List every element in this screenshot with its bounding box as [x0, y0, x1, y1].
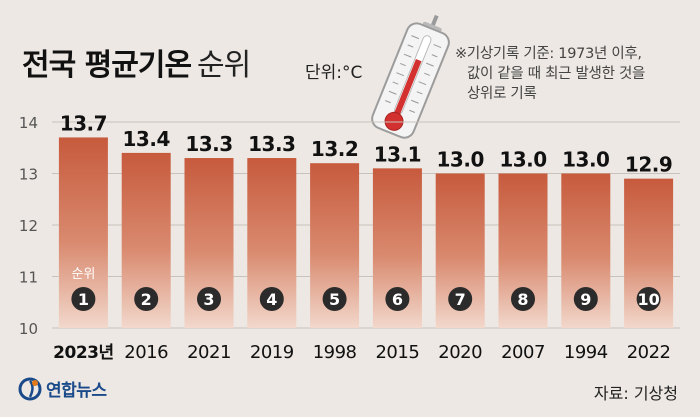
x-tick-label: 2019 [250, 342, 294, 363]
rank-number: 3 [203, 290, 214, 309]
data-label: 13.4 [123, 127, 170, 151]
rank-badge [573, 287, 598, 311]
rank-badge [511, 287, 535, 311]
unit-label: 단위:°C [305, 63, 363, 83]
x-tick-label: 2015 [375, 342, 419, 363]
x-tick-label: 2023년 [53, 343, 113, 363]
data-label: 13.3 [248, 132, 295, 156]
rank-number: 2 [141, 290, 152, 309]
logo-icon [18, 377, 42, 400]
x-tick-label: 2021 [187, 342, 231, 363]
y-tick-label: 11 [19, 269, 38, 287]
rank-badge [71, 287, 96, 311]
x-tick-label: 1998 [313, 342, 357, 363]
rank-badge [636, 287, 661, 311]
logo: 연합뉴스 [18, 376, 107, 401]
data-label: 13.0 [499, 148, 546, 172]
y-tick-label: 13 [19, 166, 38, 184]
rank-number: 4 [266, 290, 277, 309]
title-suffix: 순위 [197, 48, 251, 83]
rank-badge [259, 287, 284, 311]
rank-badge [385, 287, 410, 311]
data-label: 13.2 [311, 137, 358, 161]
rank-badge [197, 287, 221, 311]
footnote-line-1: ※기상기록 기준: 1973년 이후, [455, 46, 642, 62]
data-label: 13.7 [60, 111, 107, 135]
data-label: 13.1 [374, 142, 421, 166]
x-tick-label: 2020 [438, 342, 482, 363]
data-label: 13.0 [562, 148, 609, 172]
y-tick-label: 10 [19, 320, 38, 338]
y-tick-label: 12 [19, 217, 38, 235]
rank-number: 7 [455, 290, 466, 309]
rank-number: 5 [329, 290, 340, 309]
rank-number: 9 [580, 290, 591, 309]
rank-badge [322, 287, 347, 311]
x-tick-label: 1994 [564, 342, 608, 363]
y-tick-label: 14 [19, 114, 38, 132]
rank-label: 순위 [71, 267, 95, 282]
rank-number: 1 [78, 290, 89, 309]
data-label: 12.9 [625, 153, 672, 177]
page-title: 전국 평균기온 순위 [22, 40, 251, 84]
data-label: 13.3 [185, 132, 232, 156]
x-tick-label: 2016 [124, 342, 168, 363]
rank-badge [448, 287, 473, 311]
data-label: 13.0 [437, 148, 484, 172]
x-tick-label: 2007 [501, 342, 545, 363]
rank-number: 8 [517, 290, 528, 309]
rank-number: 10 [637, 290, 659, 309]
source-label: 자료: 기상청 [593, 384, 678, 403]
x-tick-label: 2022 [627, 342, 671, 363]
rank-number: 6 [392, 290, 403, 309]
title-main: 전국 평균기온 [22, 48, 192, 83]
footnote-line-2: 값이 같을 때 최근 발생한 것을 [467, 66, 646, 82]
rank-badge [134, 287, 159, 311]
logo-text: 연합뉴스 [46, 381, 107, 401]
footnote: ※기상기록 기준: 1973년 이후, 값이 같을 때 최근 발생한 것을 상위… [455, 44, 695, 104]
footnote-line-3: 상위로 기록 [467, 86, 537, 102]
